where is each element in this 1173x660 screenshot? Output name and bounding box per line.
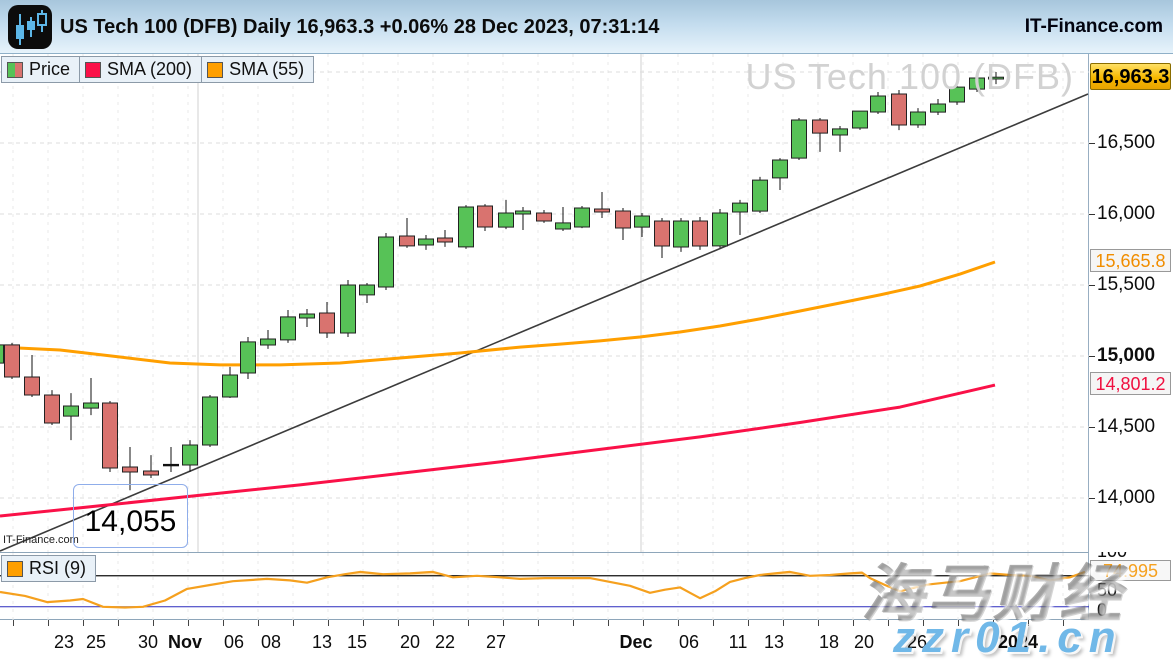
time-axis-tick	[398, 620, 399, 626]
time-axis-label: 18	[818, 632, 840, 652]
time-axis-tick	[993, 620, 994, 626]
time-axis-tick	[818, 620, 819, 626]
legend-rsi[interactable]: RSI (9)	[1, 555, 97, 582]
rsi-chart-canvas[interactable]	[0, 553, 1089, 621]
time-axis-tick	[293, 620, 294, 626]
time-axis-label: 15	[346, 632, 368, 652]
low-price-annotation[interactable]: 14,055	[73, 484, 188, 548]
time-axis-label: 13	[763, 632, 785, 652]
time-axis-label: Dec	[619, 632, 653, 652]
time-axis-tick	[783, 620, 784, 626]
time-axis-tick	[573, 620, 574, 626]
price-axis-label: 14,500	[1097, 416, 1156, 437]
time-axis-label: 20	[399, 632, 421, 652]
time-axis-label: Nov	[167, 632, 203, 652]
legend-price[interactable]: Price	[1, 56, 81, 83]
time-axis-tick	[713, 620, 714, 626]
brand-link[interactable]: IT-Finance.com	[1024, 16, 1163, 37]
time-axis-label: 08	[260, 632, 282, 652]
candlestick-chart-canvas[interactable]	[0, 54, 1089, 552]
time-axis-tick	[13, 620, 14, 626]
price-legend-bar: Price SMA (200) SMA (55)	[1, 56, 315, 83]
rsi-legend-bar: RSI (9)	[1, 555, 97, 582]
time-axis-tick	[258, 620, 259, 626]
legend-sma55-label: SMA (55)	[229, 59, 305, 79]
time-axis-tick	[608, 620, 609, 626]
time-axis-label: 22	[434, 632, 456, 652]
time-axis-tick	[888, 620, 889, 626]
time-axis-label: 26	[906, 632, 928, 652]
time-axis-tick	[1028, 620, 1029, 626]
time-axis-tick	[1063, 620, 1064, 626]
price-axis-tick	[1089, 427, 1095, 428]
price-swatch-icon	[7, 61, 23, 78]
time-axis-tick	[538, 620, 539, 626]
time-axis-label: 27	[485, 632, 507, 652]
time-axis-tick	[748, 620, 749, 626]
sma55-value-badge: 15,665.8	[1090, 249, 1171, 272]
rsi-value-badge: 74.995	[1090, 560, 1171, 581]
price-axis-tick	[1089, 143, 1095, 144]
time-axis-tick	[118, 620, 119, 626]
price-axis-label: 15,500	[1097, 274, 1156, 295]
time-axis-label: 23	[53, 632, 75, 652]
time-axis-tick	[328, 620, 329, 626]
price-axis-tick	[1089, 498, 1095, 499]
last-price-badge: 16,963.3	[1090, 63, 1171, 90]
price-axis-tick	[1089, 214, 1095, 215]
legend-sma200[interactable]: SMA (200)	[79, 56, 203, 83]
price-axis-label: 16,500	[1097, 132, 1156, 153]
time-axis-tick	[503, 620, 504, 626]
rsi-axis: 74.995 100 500	[1089, 552, 1173, 620]
time-axis-tick	[83, 620, 84, 626]
rsi-swatch-icon	[7, 560, 23, 577]
price-axis[interactable]: 16,963.3 15,665.8 14,801.2 16,500 16,000 1…	[1089, 54, 1173, 552]
time-axis-label: 06	[223, 632, 245, 652]
price-axis-label: 16,000	[1097, 203, 1156, 224]
price-chart-panel[interactable]: US Tech 100 (DFB) Price SMA (200) SMA (5…	[0, 54, 1089, 552]
time-axis-label: 13	[311, 632, 333, 652]
price-axis-tick	[1089, 285, 1095, 286]
sma55-swatch-icon	[207, 61, 224, 78]
time-axis-tick	[48, 620, 49, 626]
time-axis-tick	[223, 620, 224, 626]
time-axis-label: 25	[85, 632, 107, 652]
time-axis-tick	[188, 620, 189, 626]
rsi-axis-label: 0	[1097, 600, 1108, 620]
time-axis-label: 06	[678, 632, 700, 652]
time-axis-tick	[643, 620, 644, 626]
rsi-axis-label: 100	[1097, 552, 1127, 562]
price-axis-label: 14,000	[1097, 487, 1156, 508]
legend-rsi-label: RSI (9)	[29, 558, 87, 578]
time-axis-label: 11	[728, 632, 748, 652]
time-axis-tick	[363, 620, 364, 626]
sma200-value-badge: 14,801.2	[1090, 372, 1171, 395]
time-axis-tick	[468, 620, 469, 626]
rsi-panel[interactable]: RSI (9)	[0, 552, 1089, 621]
price-axis-tick	[1089, 356, 1095, 357]
legend-sma200-label: SMA (200)	[107, 59, 193, 79]
time-axis-tick	[153, 620, 154, 626]
logo-candles-icon	[16, 10, 47, 45]
sma200-swatch-icon	[85, 61, 102, 78]
price-axis-label: 15,000	[1097, 345, 1156, 366]
time-axis-label: 2024	[997, 632, 1039, 652]
time-axis-tick	[923, 620, 924, 626]
app-logo-candlestick-icon[interactable]	[8, 5, 52, 49]
legend-sma55[interactable]: SMA (55)	[201, 56, 315, 83]
time-axis-tick	[678, 620, 679, 626]
time-axis[interactable]: 23 25 30 Nov 06 08 13 15 20 22 27 Dec 06 11 13 18 20 26 20…	[0, 620, 1173, 660]
time-axis-tick	[958, 620, 959, 626]
rsi-axis-label: 50	[1097, 580, 1118, 600]
time-axis-tick	[853, 620, 854, 626]
legend-price-label: Price	[29, 59, 71, 79]
header-bar: US Tech 100 (DFB) Daily 16,963.3 +0.06% …	[0, 0, 1173, 54]
itfinance-watermark: IT-Finance.com	[3, 534, 79, 546]
time-axis-label: 30	[137, 632, 159, 652]
time-axis-label: 20	[853, 632, 875, 652]
chart-title: US Tech 100 (DFB) Daily 16,963.3 +0.06% …	[60, 16, 660, 38]
time-axis-tick	[433, 620, 434, 626]
